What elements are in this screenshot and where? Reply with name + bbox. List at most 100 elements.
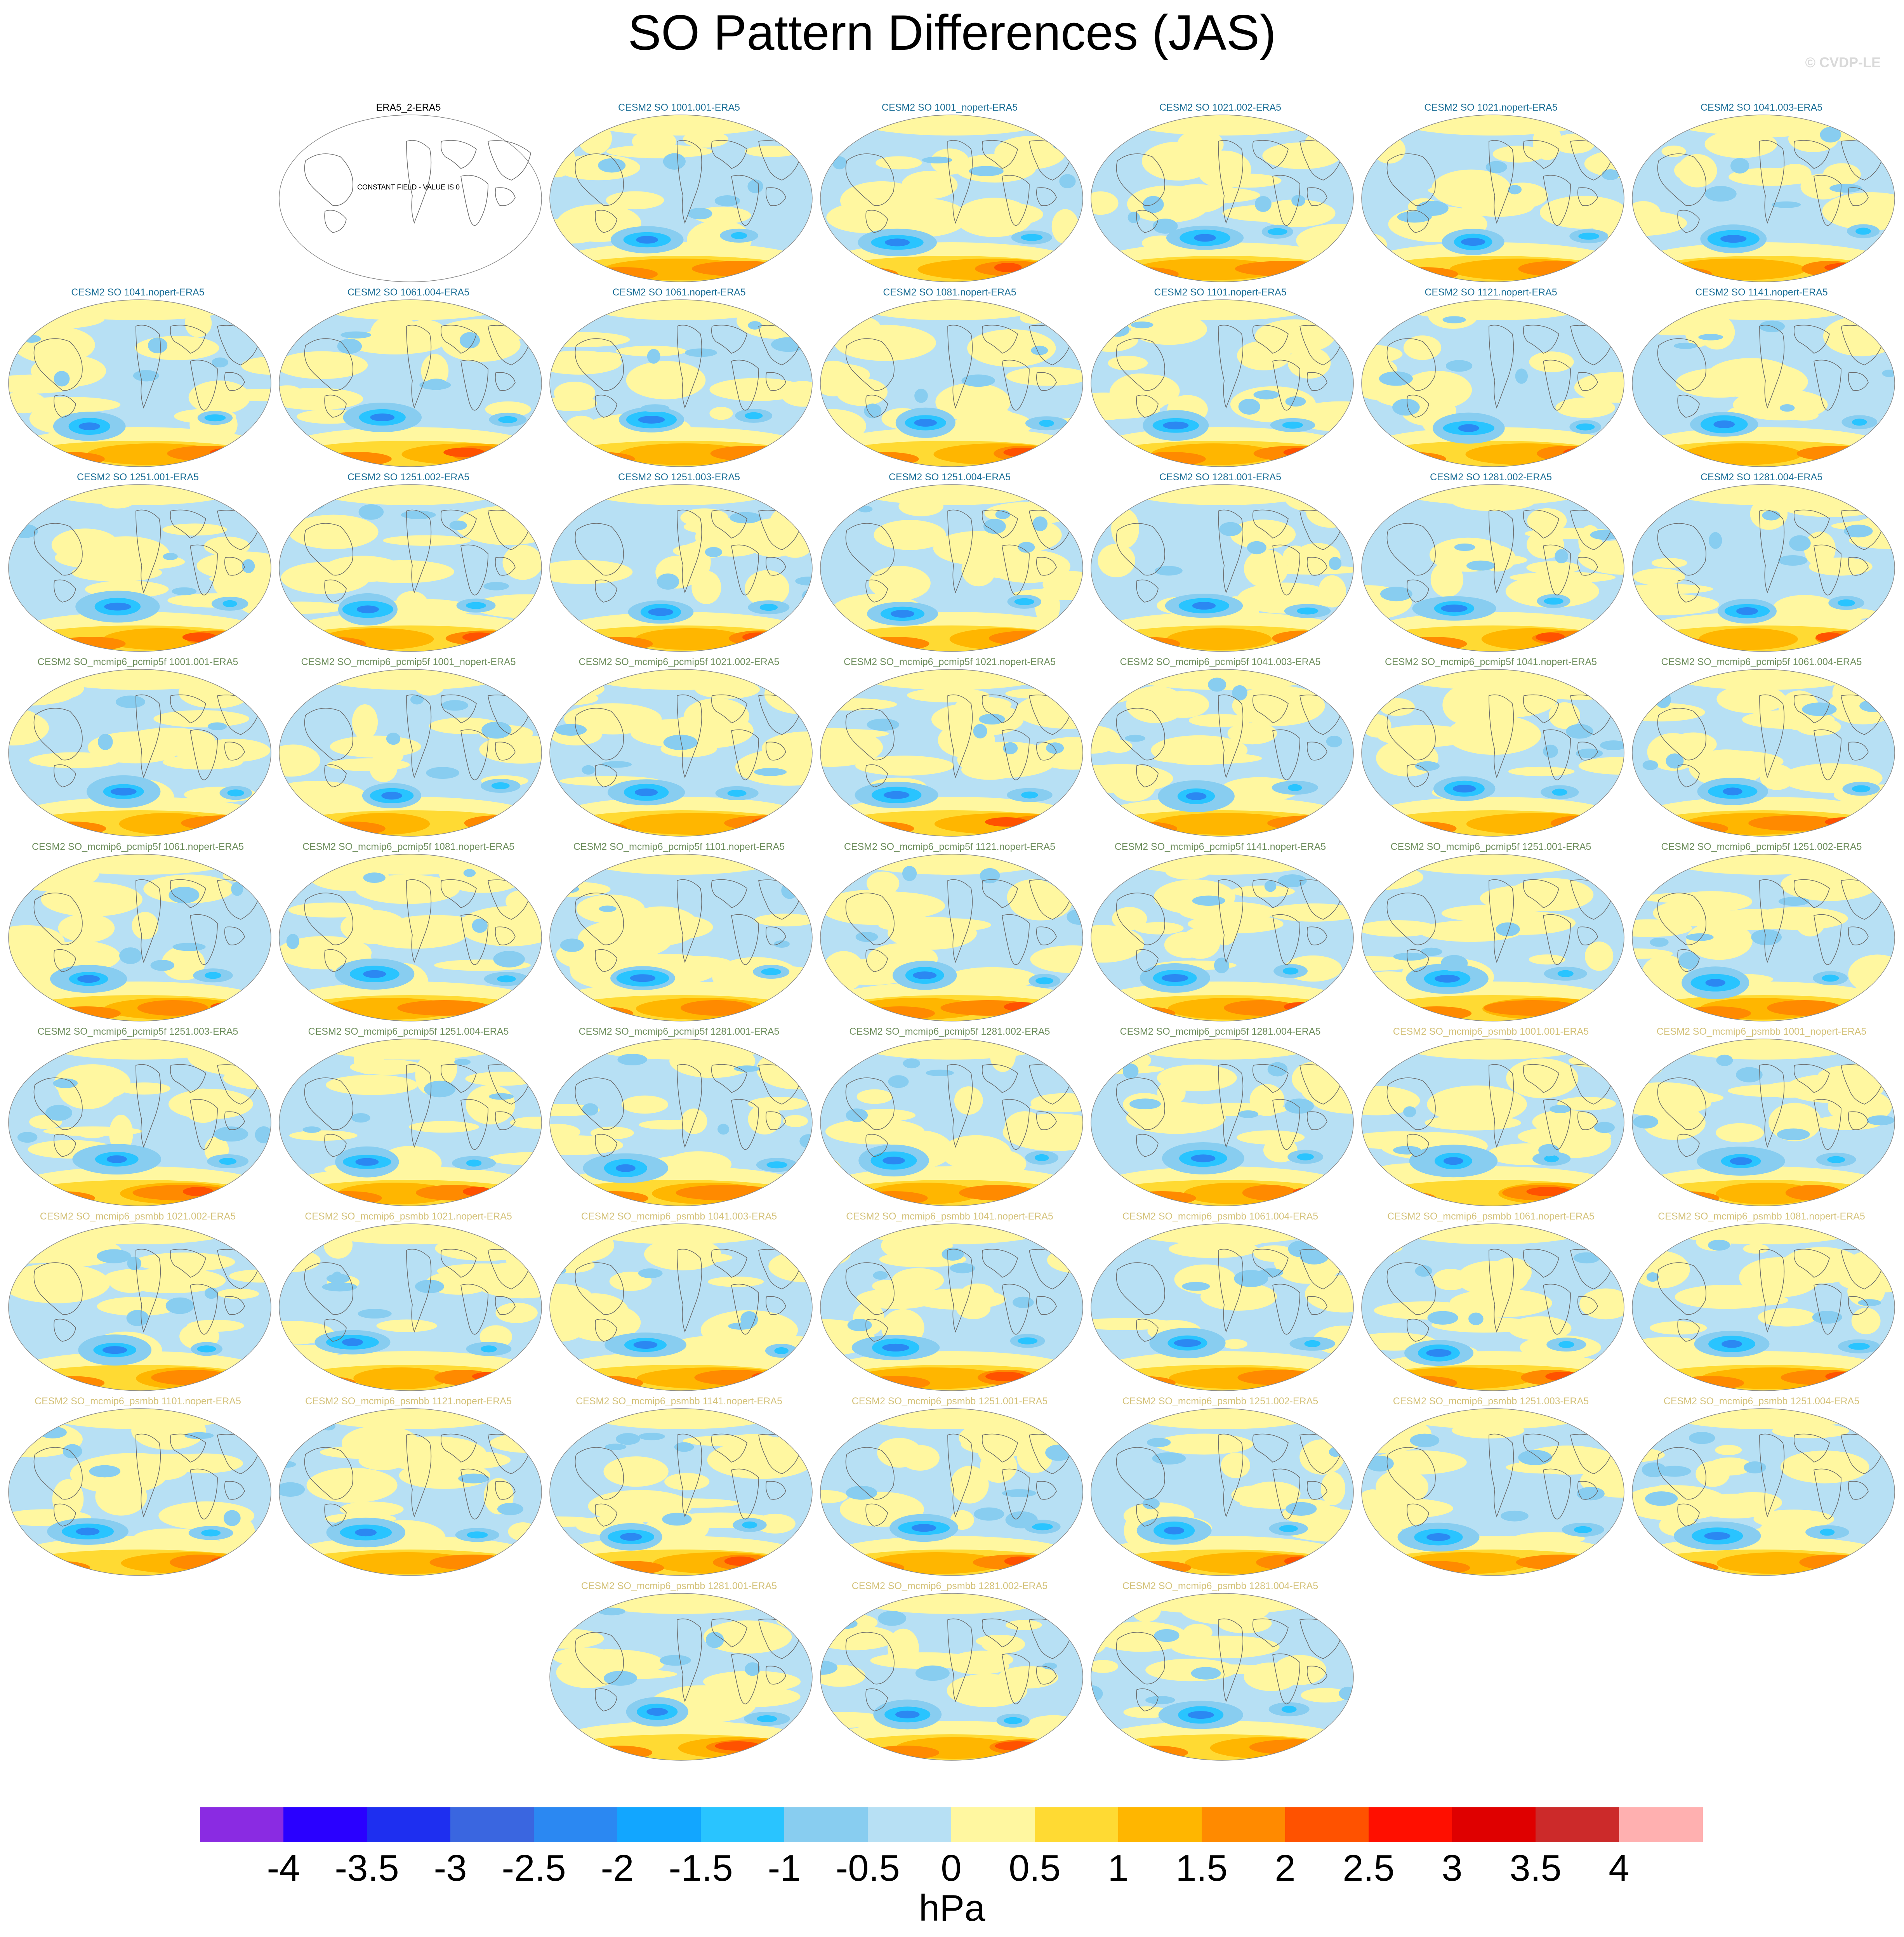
map-panel: CESM2 SO_mcmip6_pcmip5f 1251.001-ERA5	[1357, 841, 1625, 1023]
robinson-map	[820, 115, 1083, 282]
colorbar-swatch	[283, 1807, 367, 1842]
panel-title: CESM2 SO_mcmip6_pcmip5f 1061.004-ERA5	[1661, 657, 1862, 667]
panel-title: CESM2 SO_mcmip6_psmbb 1021.nopert-ERA5	[305, 1211, 512, 1222]
robinson-map	[1361, 854, 1624, 1021]
map-panel: CESM2 SO 1251.001-ERA5	[4, 471, 272, 654]
map-panel: CESM2 SO 1251.004-ERA5	[816, 471, 1084, 654]
colorbar-tick-label: -2	[601, 1847, 634, 1889]
map-panel: CESM2 SO_mcmip6_pcmip5f 1021.002-ERA5	[545, 656, 813, 839]
colorbar-swatch	[1202, 1807, 1286, 1842]
map-panel: CESM2 SO 1281.004-ERA5	[1628, 471, 1895, 654]
robinson-map	[1091, 1593, 1354, 1761]
robinson-map	[1091, 669, 1354, 837]
colorbar-tick-label: 3.5	[1510, 1847, 1562, 1889]
robinson-map	[820, 484, 1083, 652]
map-panel: CESM2 SO_mcmip6_psmbb 1001_nopert-ERA5	[1628, 1026, 1895, 1208]
map-panel: CESM2 SO_mcmip6_psmbb 1061.004-ERA5	[1086, 1211, 1354, 1393]
robinson-map	[1632, 854, 1895, 1021]
colorbar-tick-label: 1	[1108, 1847, 1129, 1889]
robinson-map	[820, 1408, 1083, 1576]
colorbar	[200, 1807, 1703, 1842]
robinson-map	[549, 1593, 813, 1761]
robinson-map	[820, 299, 1083, 467]
colorbar-tick-label: -2.5	[502, 1847, 566, 1889]
map-panel: CESM2 SO_mcmip6_pcmip5f 1061.004-ERA5	[1628, 656, 1895, 839]
panel-title: CESM2 SO_mcmip6_pcmip5f 1251.001-ERA5	[1390, 841, 1591, 852]
panel-title: CESM2 SO 1041.003-ERA5	[1700, 102, 1823, 113]
colorbar-tick-label: 1.5	[1176, 1847, 1228, 1889]
constant-field-note: CONSTANT FIELD - VALUE IS 0	[357, 183, 460, 191]
robinson-map	[279, 115, 542, 282]
robinson-map	[820, 854, 1083, 1021]
panel-grid: ERA5_2-ERA5 CONSTANT FIELD - VALUE IS 0 CE…	[4, 102, 1895, 1763]
map-panel: CESM2 SO_mcmip6_psmbb 1061.nopert-ERA5	[1357, 1211, 1625, 1393]
colorbar-swatch	[868, 1807, 952, 1842]
colorbar-swatch	[534, 1807, 618, 1842]
robinson-map	[279, 1039, 542, 1206]
panel-title: ERA5_2-ERA5	[376, 102, 441, 113]
panel-title: CESM2 SO 1251.001-ERA5	[76, 472, 199, 483]
map-panel: CESM2 SO_mcmip6_pcmip5f 1081.nopert-ERA5	[274, 841, 542, 1023]
robinson-map	[8, 854, 271, 1021]
robinson-map	[1632, 1223, 1895, 1391]
map-panel: CESM2 SO 1281.002-ERA5	[1357, 471, 1625, 654]
colorbar-swatch	[951, 1807, 1035, 1842]
map-panel: CESM2 SO 1021.002-ERA5	[1086, 102, 1354, 284]
colorbar-swatch	[1452, 1807, 1536, 1842]
colorbar-tick-label: -3.5	[335, 1847, 399, 1889]
colorbar-swatch	[1118, 1807, 1202, 1842]
colorbar-swatch	[784, 1807, 868, 1842]
robinson-map	[549, 854, 813, 1021]
panel-title: CESM2 SO_mcmip6_pcmip5f 1141.nopert-ERA5	[1114, 841, 1326, 852]
panel-title: CESM2 SO_mcmip6_pcmip5f 1021.nopert-ERA5	[843, 657, 1056, 667]
panel-title: CESM2 SO_mcmip6_psmbb 1281.004-ERA5	[1122, 1581, 1319, 1591]
robinson-map	[1091, 1223, 1354, 1391]
colorbar-swatch	[200, 1807, 284, 1842]
panel-title: CESM2 SO_mcmip6_pcmip5f 1101.nopert-ERA5	[573, 841, 785, 852]
robinson-map	[1091, 1039, 1354, 1206]
panel-title: CESM2 SO_mcmip6_psmbb 1251.001-ERA5	[851, 1396, 1048, 1407]
panel-title: CESM2 SO 1021.002-ERA5	[1159, 102, 1282, 113]
robinson-map	[8, 1039, 271, 1206]
robinson-map	[279, 669, 542, 837]
panel-title: CESM2 SO 1001.001-ERA5	[618, 102, 740, 113]
robinson-map	[8, 1408, 271, 1576]
colorbar-swatch	[1035, 1807, 1119, 1842]
map-panel: CESM2 SO_mcmip6_pcmip5f 1001_nopert-ERA5	[274, 656, 542, 839]
colorbar-tick-label: 3	[1442, 1847, 1463, 1889]
robinson-map	[1361, 299, 1624, 467]
colorbar-swatch	[367, 1807, 451, 1842]
robinson-map	[1632, 299, 1895, 467]
panel-title: CESM2 SO 1251.002-ERA5	[347, 472, 470, 483]
panel-title: CESM2 SO_mcmip6_psmbb 1061.004-ERA5	[1122, 1211, 1319, 1222]
map-panel: CESM2 SO_mcmip6_psmbb 1281.002-ERA5	[816, 1580, 1084, 1763]
panel-title: CESM2 SO_mcmip6_pcmip5f 1251.002-ERA5	[1661, 841, 1862, 852]
colorbar-swatch	[701, 1807, 785, 1842]
robinson-map	[549, 115, 813, 282]
map-panel: CESM2 SO_mcmip6_pcmip5f 1141.nopert-ERA5	[1086, 841, 1354, 1023]
map-panel: CESM2 SO_mcmip6_pcmip5f 1101.nopert-ERA5	[545, 841, 813, 1023]
robinson-map	[820, 1039, 1083, 1206]
map-panel: CESM2 SO_mcmip6_psmbb 1021.002-ERA5	[4, 1211, 272, 1393]
panel-title: CESM2 SO 1281.002-ERA5	[1430, 472, 1552, 483]
colorbar-units: hPa	[919, 1887, 985, 1929]
map-panel: CESM2 SO_mcmip6_pcmip5f 1041.003-ERA5	[1086, 656, 1354, 839]
robinson-map	[8, 299, 271, 467]
panel-title: CESM2 SO 1041.nopert-ERA5	[71, 287, 205, 298]
map-panel: CESM2 SO 1061.004-ERA5	[274, 287, 542, 469]
robinson-map	[820, 1593, 1083, 1761]
panel-title: CESM2 SO_mcmip6_pcmip5f 1281.001-ERA5	[578, 1026, 780, 1037]
panel-title: CESM2 SO 1101.nopert-ERA5	[1154, 287, 1287, 298]
page-title: SO Pattern Differences (JAS)	[628, 5, 1276, 61]
colorbar-tick-label: 0	[941, 1847, 962, 1889]
robinson-map	[8, 1223, 271, 1391]
panel-title: CESM2 SO_mcmip6_pcmip5f 1001_nopert-ERA5	[301, 657, 516, 667]
colorbar-tick-label: 0.5	[1009, 1847, 1061, 1889]
map-panel: CESM2 SO_mcmip6_psmbb 1251.003-ERA5	[1357, 1395, 1625, 1578]
panel-title: CESM2 SO 1251.004-ERA5	[888, 472, 1011, 483]
robinson-map	[1361, 1408, 1624, 1576]
map-panel: CESM2 SO 1061.nopert-ERA5	[545, 287, 813, 469]
panel-title: CESM2 SO_mcmip6_pcmip5f 1061.nopert-ERA5	[31, 841, 244, 852]
panel-title: CESM2 SO 1281.001-ERA5	[1159, 472, 1282, 483]
map-panel: CESM2 SO 1001_nopert-ERA5	[816, 102, 1084, 284]
